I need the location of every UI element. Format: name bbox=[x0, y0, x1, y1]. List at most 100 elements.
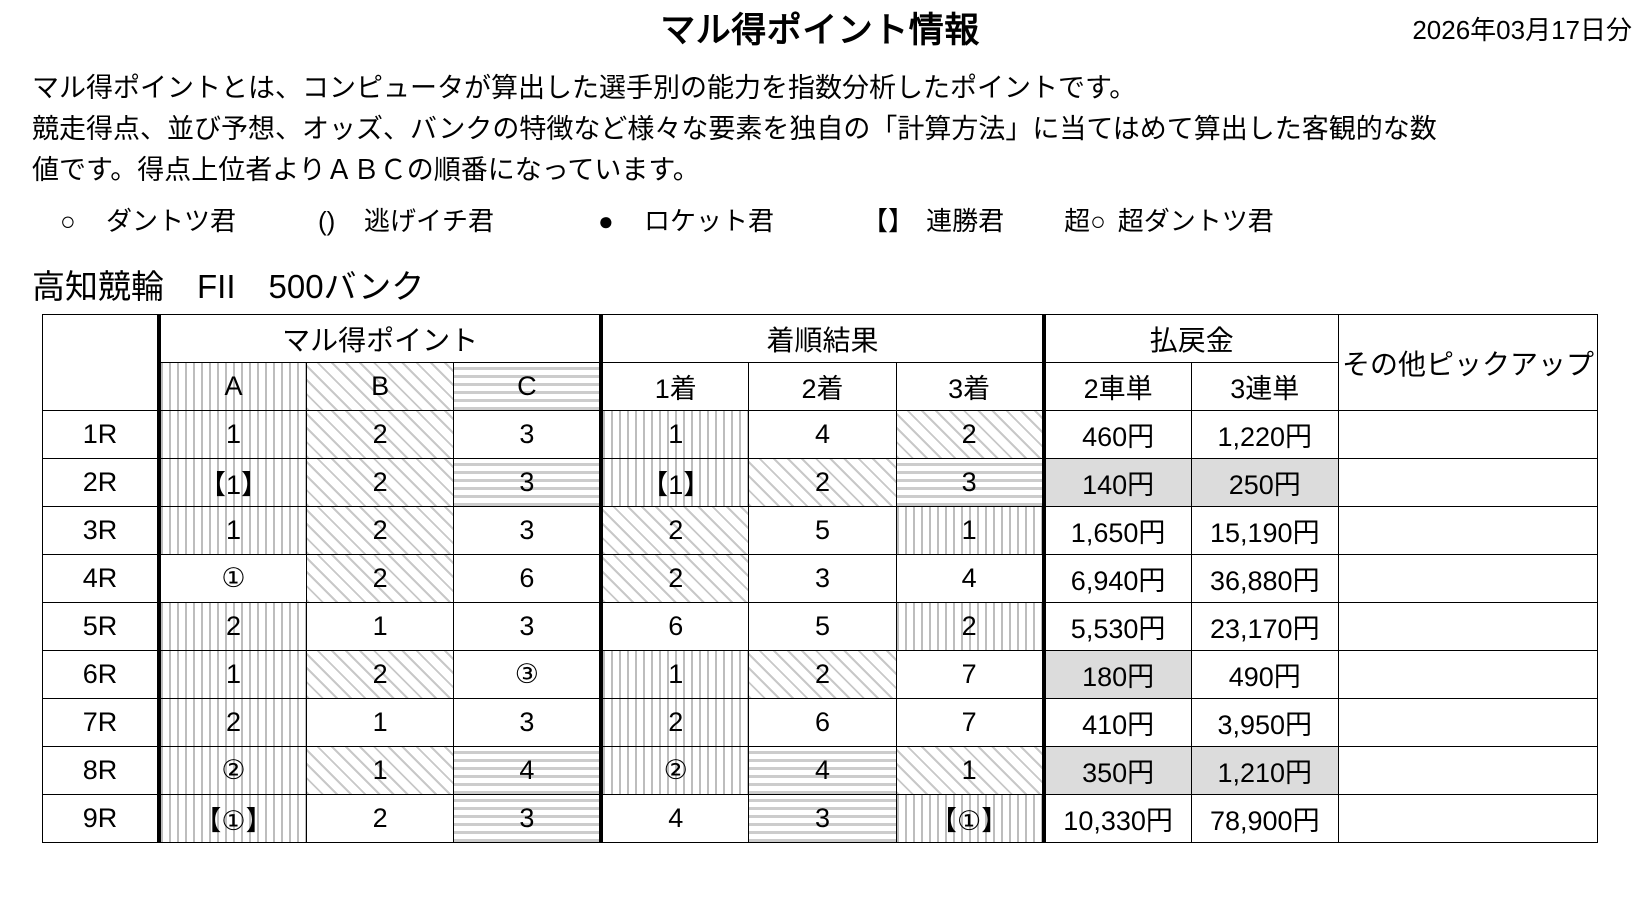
result-cell-2nd: 3 bbox=[748, 794, 897, 844]
payout-nisha-cell: 180円 bbox=[1043, 650, 1192, 700]
race-label: 5R bbox=[42, 602, 160, 652]
header-group-results: 着順結果 bbox=[600, 314, 1046, 364]
result-cell-1st: 【1】 bbox=[600, 458, 750, 508]
race-label: 9R bbox=[42, 794, 160, 844]
payout-sanren-cell: 490円 bbox=[1190, 650, 1340, 700]
result-cell-1st: 1 bbox=[600, 410, 750, 460]
header-group-points: マル得ポイント bbox=[156, 314, 604, 364]
legend-item-nigeichi: () 逃げイチ君 bbox=[318, 201, 494, 238]
legend-item-rocket: ● ロケット君 bbox=[598, 201, 774, 238]
legend-label-rocket: ロケット君 bbox=[644, 206, 775, 237]
payout-nisha-cell: 5,530円 bbox=[1043, 602, 1192, 652]
point-cell-a: ② bbox=[156, 746, 309, 796]
legend-item-renshou: 【】 連勝君 bbox=[862, 201, 1004, 238]
bracket-mark-icon: 【】 bbox=[862, 206, 915, 237]
other-pickup-cell bbox=[1338, 602, 1598, 652]
result-cell-3rd: 7 bbox=[895, 698, 1046, 748]
payout-nisha-cell: 140円 bbox=[1043, 458, 1192, 508]
race-label: 6R bbox=[42, 650, 160, 700]
payout-nisha-cell: 10,330円 bbox=[1043, 794, 1192, 844]
legend-label-dantotsu: ダントツ君 bbox=[106, 206, 237, 237]
point-cell-c: 3 bbox=[453, 602, 604, 652]
payout-sanren-cell: 78,900円 bbox=[1190, 794, 1340, 844]
result-cell-3rd: 7 bbox=[895, 650, 1046, 700]
table-row: 7R 2 1 3 2 6 7 410円 3,950円 bbox=[42, 698, 1598, 748]
header-group-other: その他ピックアップ bbox=[1338, 314, 1598, 412]
point-cell-a: 【1】 bbox=[156, 458, 309, 508]
point-cell-b: 2 bbox=[305, 506, 455, 556]
result-cell-1st: 4 bbox=[600, 794, 750, 844]
table-body: 1R 1 2 3 1 4 2 460円 1,220円 2R 【1】 2 3 【1】 2 3 140円 250円 3R… bbox=[42, 410, 1598, 844]
race-label: 2R bbox=[42, 458, 160, 508]
payout-sanren-cell: 3,950円 bbox=[1190, 698, 1340, 748]
table-row: 3R 1 2 3 2 5 1 1,650円 15,190円 bbox=[42, 506, 1598, 556]
race-label: 1R bbox=[42, 410, 160, 460]
payout-sanren-cell: 1,220円 bbox=[1190, 410, 1340, 460]
point-cell-a: 1 bbox=[156, 650, 309, 700]
description-line-2: 競走得点、並び予想、オッズ、バンクの特徴など様々な要素を独自の「計算方法」に当て… bbox=[32, 114, 1437, 145]
description-line-3: 値です。得点上位者よりＡＢＣの順番になっています。 bbox=[32, 155, 700, 186]
point-cell-a: 1 bbox=[156, 506, 309, 556]
page-title: マル得ポイント情報 bbox=[660, 11, 980, 50]
result-cell-3rd: 2 bbox=[895, 602, 1046, 652]
point-cell-c: 4 bbox=[453, 746, 604, 796]
point-cell-a: 2 bbox=[156, 602, 309, 652]
page-header: マル得ポイント情報 2026年03月17日分 bbox=[0, 0, 1640, 52]
point-cell-a: ① bbox=[156, 554, 307, 604]
race-label: 7R bbox=[42, 698, 160, 748]
result-cell-1st: 2 bbox=[600, 554, 750, 604]
header-points-c: C bbox=[453, 362, 604, 412]
table-sub-header-row: A B C 1着 2着 3着 2車単 3連単 bbox=[43, 362, 1598, 412]
point-cell-b: 2 bbox=[305, 458, 455, 508]
point-cell-b: 1 bbox=[305, 602, 455, 652]
table-row: 6R 1 2 ③ 1 2 7 180円 490円 bbox=[42, 650, 1598, 700]
cho-circle-mark-icon: 超○ bbox=[1064, 206, 1106, 237]
result-cell-2nd: 5 bbox=[748, 602, 897, 652]
point-cell-c: 3 bbox=[453, 410, 604, 460]
legend-item-cho-dantotsu: 超○ 超ダントツ君 bbox=[1064, 201, 1274, 238]
legend-item-dantotsu: ○ ダントツ君 bbox=[60, 201, 236, 238]
table-row: 8R ② 1 4 ② 4 1 350円 1,210円 bbox=[42, 746, 1598, 796]
legend-label-renshou: 連勝君 bbox=[926, 206, 1005, 237]
point-cell-c: 3 bbox=[453, 698, 604, 748]
table-row: 1R 1 2 3 1 4 2 460円 1,220円 bbox=[42, 410, 1598, 460]
circle-mark-icon: ○ bbox=[60, 206, 76, 237]
result-cell-2nd: 4 bbox=[748, 746, 897, 796]
result-cell-1st: 2 bbox=[600, 506, 750, 556]
other-pickup-cell bbox=[1338, 698, 1598, 748]
table-row: 9R 【①】 2 3 4 3 【①】 10,330円 78,900円 bbox=[42, 794, 1598, 844]
description-block: マル得ポイントとは、コンピュータが算出した選手別の能力を指数分析したポイントです… bbox=[32, 68, 1612, 191]
payout-sanren-cell: 36,880円 bbox=[1190, 554, 1340, 604]
payout-nisha-cell: 410円 bbox=[1043, 698, 1192, 748]
points-result-table: マル得ポイント 着順結果 払戻金 その他ピックアップ A B C 1着 2着 3… bbox=[42, 314, 1598, 844]
result-cell-2nd: 6 bbox=[748, 698, 897, 748]
result-cell-1st: 1 bbox=[600, 650, 750, 700]
point-cell-c: 3 bbox=[453, 458, 604, 508]
paren-mark-icon: () bbox=[318, 206, 336, 237]
result-cell-1st: 6 bbox=[600, 602, 750, 652]
other-pickup-cell bbox=[1338, 410, 1598, 460]
other-pickup-cell bbox=[1338, 794, 1598, 844]
result-cell-1st: ② bbox=[600, 746, 750, 796]
payout-sanren-cell: 1,210円 bbox=[1190, 746, 1340, 796]
result-cell-3rd: 4 bbox=[895, 554, 1046, 604]
header-payout-sanren: 3連単 bbox=[1190, 362, 1340, 412]
point-cell-b: 1 bbox=[305, 698, 455, 748]
result-cell-2nd: 4 bbox=[748, 410, 897, 460]
other-pickup-cell bbox=[1338, 650, 1598, 700]
table-group-header-row: マル得ポイント 着順結果 払戻金 その他ピックアップ bbox=[42, 314, 1598, 412]
header-points-b: B bbox=[305, 362, 455, 412]
header-group-payout: 払戻金 bbox=[1043, 314, 1339, 364]
payout-nisha-cell: 1,650円 bbox=[1043, 506, 1192, 556]
header-result-3rd: 3着 bbox=[895, 362, 1046, 412]
result-cell-2nd: 3 bbox=[748, 554, 897, 604]
point-cell-c: 3 bbox=[453, 794, 604, 844]
table-row: 2R 【1】 2 3 【1】 2 3 140円 250円 bbox=[42, 458, 1598, 508]
point-cell-c: 6 bbox=[453, 554, 604, 604]
point-cell-a: 【①】 bbox=[156, 794, 309, 844]
venue-title: 高知競輪 FII 500バンク bbox=[32, 268, 425, 306]
result-cell-3rd: 3 bbox=[895, 458, 1046, 508]
payout-sanren-cell: 15,190円 bbox=[1190, 506, 1340, 556]
other-pickup-cell bbox=[1338, 506, 1598, 556]
payout-nisha-cell: 6,940円 bbox=[1043, 554, 1192, 604]
